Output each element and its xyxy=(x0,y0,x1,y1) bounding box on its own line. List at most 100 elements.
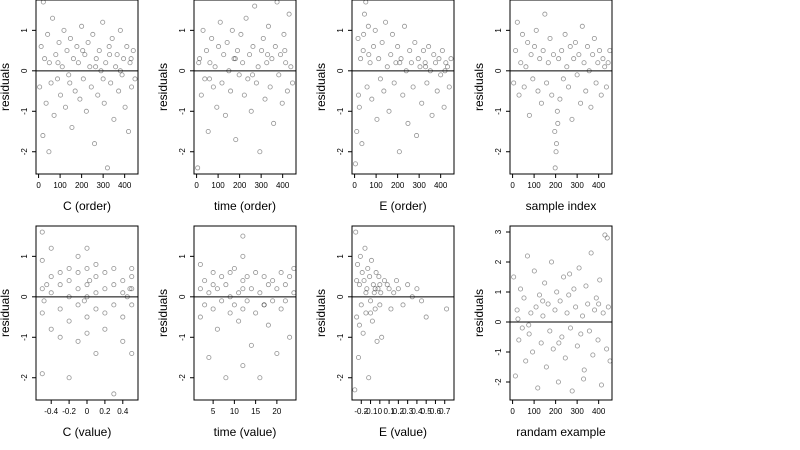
data-point xyxy=(400,92,406,98)
data-point xyxy=(607,358,613,364)
data-point xyxy=(283,60,289,66)
data-point xyxy=(564,310,570,316)
data-point xyxy=(368,298,374,304)
data-point xyxy=(219,274,225,280)
y-tick-label: 1 xyxy=(20,28,29,33)
x-axis-title: E (value) xyxy=(379,425,427,439)
plot-frame xyxy=(193,0,297,175)
data-point xyxy=(598,382,604,388)
x-tick-label: -0.1 xyxy=(364,407,378,416)
data-point xyxy=(544,80,550,86)
y-axis-title: residuals xyxy=(0,289,12,337)
data-point xyxy=(405,120,411,126)
data-point xyxy=(369,96,375,102)
data-point xyxy=(364,286,370,292)
data-point xyxy=(281,31,287,37)
data-point xyxy=(93,350,99,356)
data-point xyxy=(516,92,522,98)
data-point xyxy=(574,72,580,78)
data-point xyxy=(405,282,411,288)
data-point xyxy=(243,15,249,21)
data-point xyxy=(588,104,594,110)
data-point xyxy=(287,274,293,280)
data-point xyxy=(372,286,378,292)
data-point xyxy=(104,165,110,171)
data-point xyxy=(360,48,366,54)
data-point xyxy=(43,100,49,106)
y-tick-label: -2 xyxy=(178,374,187,382)
data-point xyxy=(114,52,120,58)
data-point xyxy=(583,88,589,94)
x-tick-label: -0.2 xyxy=(354,407,368,416)
plot-frame xyxy=(193,225,297,401)
data-point xyxy=(403,68,409,74)
data-point xyxy=(216,44,222,50)
data-point xyxy=(209,35,215,41)
data-point xyxy=(205,129,211,135)
data-point xyxy=(234,48,240,54)
data-point xyxy=(267,84,273,90)
x-tick-label: 300 xyxy=(96,181,110,190)
data-point xyxy=(291,290,297,296)
data-point xyxy=(543,364,549,370)
data-point xyxy=(120,338,126,344)
data-point xyxy=(93,56,99,62)
data-point xyxy=(408,60,414,66)
data-point xyxy=(514,19,520,25)
data-point xyxy=(515,316,521,322)
data-point xyxy=(210,270,216,276)
data-point xyxy=(253,270,259,276)
data-point xyxy=(423,64,429,70)
y-tick-label: -1 xyxy=(336,107,345,115)
x-tick-label: 400 xyxy=(276,181,290,190)
data-point xyxy=(566,292,572,298)
data-point xyxy=(365,23,371,29)
data-point xyxy=(39,229,45,235)
data-point xyxy=(363,290,369,296)
data-point xyxy=(197,261,203,267)
data-point xyxy=(549,92,555,98)
data-point xyxy=(288,64,294,70)
data-point xyxy=(445,64,451,70)
data-point xyxy=(217,19,223,25)
data-point xyxy=(111,302,117,308)
data-point xyxy=(126,129,132,135)
x-tick-label: 0.6 xyxy=(430,407,442,416)
data-point xyxy=(443,60,449,66)
x-tick-label: 200 xyxy=(549,181,563,190)
data-point xyxy=(357,253,363,259)
data-point xyxy=(545,60,551,66)
data-point xyxy=(384,282,390,288)
data-point xyxy=(523,64,529,70)
data-point xyxy=(391,80,397,86)
data-point xyxy=(111,282,117,288)
data-point xyxy=(58,92,64,98)
data-point xyxy=(66,265,72,271)
data-point xyxy=(48,326,54,332)
data-point xyxy=(419,298,425,304)
data-point xyxy=(240,233,246,239)
data-point xyxy=(576,52,582,58)
data-point xyxy=(567,44,573,50)
data-point xyxy=(214,104,220,110)
data-point xyxy=(358,56,364,62)
data-point xyxy=(395,286,401,292)
data-point xyxy=(240,278,246,284)
data-point xyxy=(200,27,206,33)
data-point xyxy=(521,84,527,90)
data-point xyxy=(274,0,280,5)
data-point xyxy=(513,48,519,54)
data-point xyxy=(535,88,541,94)
data-point xyxy=(359,141,365,147)
data-point xyxy=(439,48,445,54)
data-point xyxy=(245,76,251,82)
y-tick-label: 0 xyxy=(178,294,187,299)
data-point xyxy=(540,298,546,304)
y-tick-label: -2 xyxy=(20,374,29,382)
data-point xyxy=(122,104,128,110)
data-point xyxy=(264,60,270,66)
y-tick-label: -1 xyxy=(178,107,187,115)
y-axis-title: residuals xyxy=(472,63,486,111)
data-point xyxy=(291,265,297,271)
data-point xyxy=(265,282,271,288)
